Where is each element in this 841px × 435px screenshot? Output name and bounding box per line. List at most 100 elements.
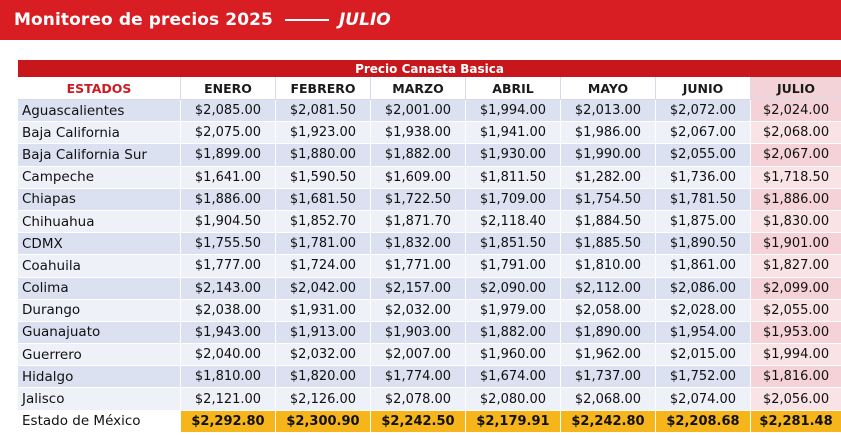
state-name-cell: Guerrero (18, 344, 180, 367)
price-cell: $2,242.80 (560, 410, 655, 433)
price-cell: $1,641.00 (180, 166, 275, 189)
table-row: Chiapas $1,886.00 $1,681.50 $1,722.50 $1,709… (18, 188, 841, 211)
price-cell: $1,722.50 (370, 188, 465, 211)
price-cell: $1,903.00 (370, 321, 465, 345)
price-cell: $1,861.00 (655, 255, 750, 278)
price-cell: $1,282.00 (560, 166, 655, 189)
price-cell: $1,871.70 (370, 210, 465, 234)
price-cell: $1,754.50 (560, 188, 655, 211)
table-row: Coahuila $1,777.00 $1,724.00 $1,771.00 $1,79… (18, 255, 841, 278)
price-cell: $1,901.00 (750, 233, 841, 256)
price-cell: $1,890.50 (655, 233, 750, 256)
price-cell: $1,774.00 (370, 366, 465, 389)
table-row: Jalisco $2,121.00 $2,126.00 $2,078.00 $2,080… (18, 388, 841, 411)
table-row: Durango $2,038.00 $1,931.00 $2,032.00 $1,979… (18, 299, 841, 322)
price-cell: $2,179.91 (465, 410, 560, 433)
price-cell: $1,737.00 (560, 366, 655, 389)
table-row: Guanajuato $1,943.00 $1,913.00 $1,903.00 $1,… (18, 321, 841, 345)
table-row: Chihuahua $1,904.50 $1,852.70 $1,871.70 $2,1… (18, 210, 841, 234)
price-cell: $1,904.50 (180, 210, 275, 234)
banner-month: JULIO (338, 10, 391, 30)
price-cell: $1,590.50 (275, 166, 370, 189)
price-cell: $2,080.00 (465, 388, 560, 411)
table-body: Aguascalientes $2,085.00 $2,081.50 $2,001.0… (18, 100, 841, 433)
price-cell: $1,820.00 (275, 366, 370, 389)
price-cell: $1,718.50 (750, 166, 841, 189)
price-cell: $2,032.00 (370, 299, 465, 322)
price-cell: $1,913.00 (275, 321, 370, 345)
column-header-row: ESTADOS ENERO FEBRERO MARZO ABRIL MAYO JUNIO JU… (18, 77, 841, 100)
price-cell: $1,791.00 (465, 255, 560, 278)
state-name-cell: Coahuila (18, 255, 180, 278)
table-row: Campeche $1,641.00 $1,590.50 $1,609.00 $1,81… (18, 166, 841, 189)
price-cell: $2,067.00 (750, 144, 841, 167)
price-cell: $1,830.00 (750, 210, 841, 234)
banner-divider-line (284, 19, 329, 21)
price-cell: $2,038.00 (180, 299, 275, 322)
column-header-enero: ENERO (180, 77, 275, 100)
table-row: Colima $2,143.00 $2,042.00 $2,157.00 $2,090.… (18, 277, 841, 300)
price-cell: $2,007.00 (370, 344, 465, 367)
table-row: Aguascalientes $2,085.00 $2,081.50 $2,001.0… (18, 100, 841, 123)
price-cell: $2,118.40 (465, 210, 560, 234)
price-cell: $1,781.00 (275, 233, 370, 256)
price-cell: $2,032.00 (275, 344, 370, 367)
state-name-cell: Aguascalientes (18, 100, 180, 123)
price-cell: $1,885.50 (560, 233, 655, 256)
price-cell: $1,771.00 (370, 255, 465, 278)
price-cell: $2,099.00 (750, 277, 841, 300)
price-table-container: Precio Canasta Basica ESTADOS ENERO FEBRER… (18, 60, 841, 433)
price-cell: $1,953.00 (750, 321, 841, 345)
price-cell: $1,882.00 (465, 321, 560, 345)
column-header-abril: ABRIL (465, 77, 560, 100)
price-cell: $2,281.48 (750, 410, 841, 433)
state-name-cell: Guanajuato (18, 321, 180, 345)
price-cell: $2,090.00 (465, 277, 560, 300)
column-header-mayo: MAYO (560, 77, 655, 100)
price-cell: $1,943.00 (180, 321, 275, 345)
price-cell: $1,709.00 (465, 188, 560, 211)
price-cell: $1,886.00 (180, 188, 275, 211)
price-cell: $2,157.00 (370, 277, 465, 300)
table-row: Baja California $2,075.00 $1,923.00 $1,938.… (18, 122, 841, 145)
state-name-cell: Durango (18, 299, 180, 322)
column-header-marzo: MARZO (370, 77, 465, 100)
price-cell: $2,208.68 (655, 410, 750, 433)
price-cell: $2,058.00 (560, 299, 655, 322)
column-header-julio: JULIO (750, 77, 841, 100)
state-name-cell: Campeche (18, 166, 180, 189)
price-cell: $2,001.00 (370, 100, 465, 123)
price-cell: $2,056.00 (750, 388, 841, 411)
price-cell: $1,875.00 (655, 210, 750, 234)
state-name-cell: CDMX (18, 233, 180, 256)
price-cell: $1,886.00 (750, 188, 841, 211)
price-cell: $2,072.00 (655, 100, 750, 123)
super-header: Precio Canasta Basica (18, 60, 841, 77)
price-cell: $1,609.00 (370, 166, 465, 189)
price-cell: $1,882.00 (370, 144, 465, 167)
price-cell: $1,930.00 (465, 144, 560, 167)
price-cell: $1,752.00 (655, 366, 750, 389)
price-cell: $1,681.50 (275, 188, 370, 211)
price-cell: $1,990.00 (560, 144, 655, 167)
price-cell: $2,112.00 (560, 277, 655, 300)
state-name-cell: Hidalgo (18, 366, 180, 389)
price-cell: $1,899.00 (180, 144, 275, 167)
price-cell: $1,890.00 (560, 321, 655, 345)
state-name-cell: Estado de México (18, 410, 180, 433)
price-cell: $2,055.00 (750, 299, 841, 322)
price-cell: $1,810.00 (560, 255, 655, 278)
price-cell: $2,024.00 (750, 100, 841, 123)
price-cell: $1,811.50 (465, 166, 560, 189)
price-cell: $1,755.50 (180, 233, 275, 256)
title-banner: Monitoreo de precios 2025 JULIO (0, 0, 841, 40)
table-row: Hidalgo $1,810.00 $1,820.00 $1,774.00 $1,674… (18, 366, 841, 389)
table-row: Guerrero $2,040.00 $2,032.00 $2,007.00 $1,96… (18, 344, 841, 367)
price-cell: $2,085.00 (180, 100, 275, 123)
price-cell: $2,075.00 (180, 122, 275, 145)
column-header-febrero: FEBRERO (275, 77, 370, 100)
price-cell: $2,068.00 (750, 122, 841, 145)
price-cell: $2,042.00 (275, 277, 370, 300)
table-row: Baja California Sur $1,899.00 $1,880.00 $1,… (18, 144, 841, 167)
